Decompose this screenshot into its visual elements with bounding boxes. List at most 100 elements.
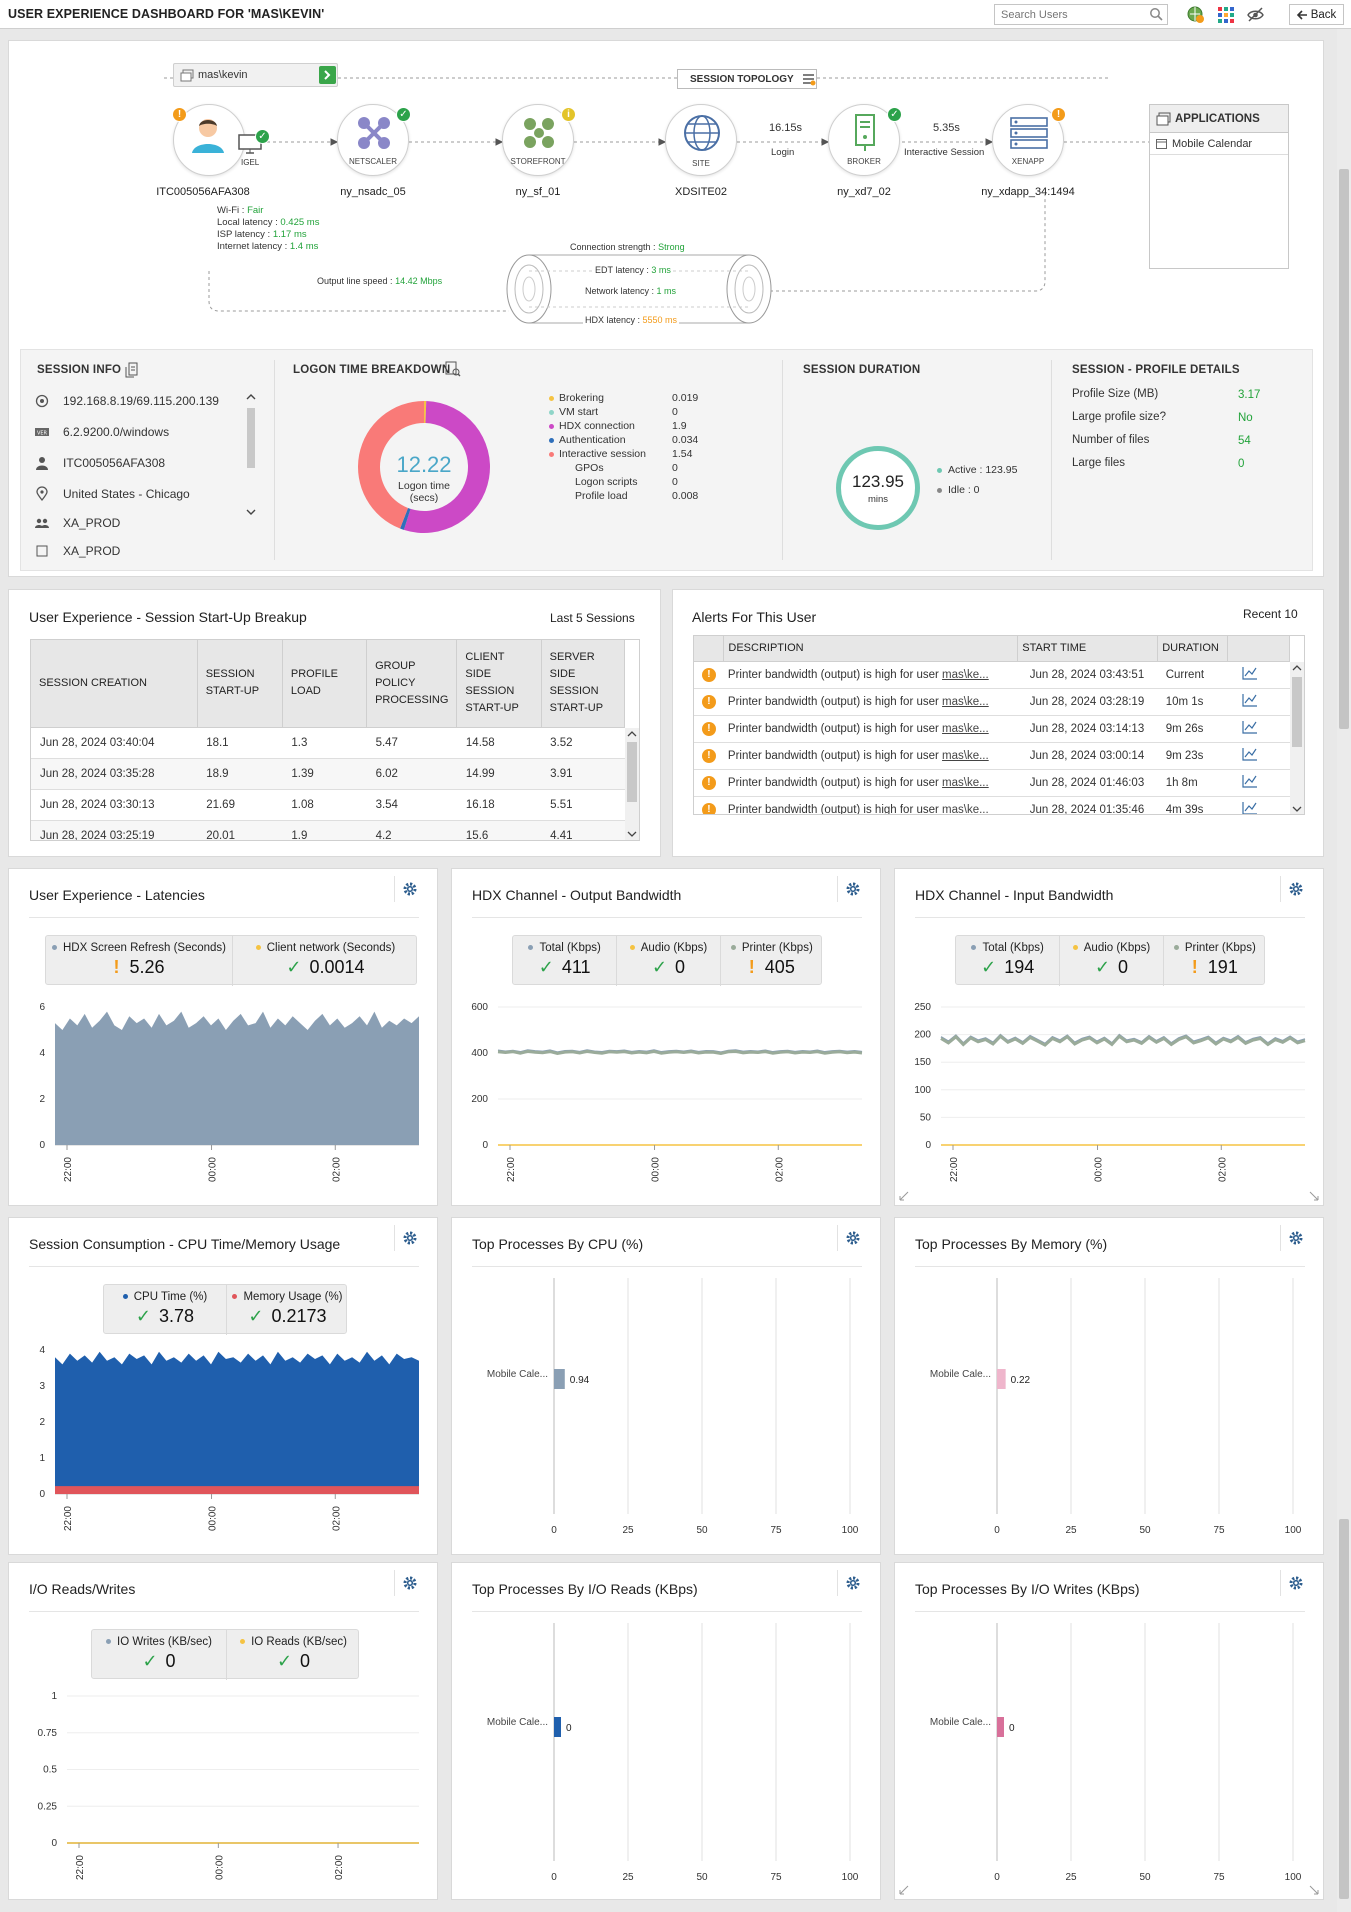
bar[interactable]: [554, 1369, 565, 1389]
kpi-cell[interactable]: Total (Kbps) ✓ 411: [513, 936, 616, 986]
kpi-cell[interactable]: Printer (Kbps)! 191: [1162, 936, 1266, 986]
session-info-details-icon[interactable]: [124, 362, 140, 378]
resize-corner-icon[interactable]: [899, 1885, 909, 1895]
node-broker[interactable]: BROKER ✓: [828, 104, 902, 176]
alert-row[interactable]: ! Printer bandwidth (output) is high for …: [694, 742, 1290, 770]
alert-row[interactable]: ! Printer bandwidth (output) is high for …: [694, 769, 1290, 797]
panel-settings-button[interactable]: [394, 876, 424, 902]
node-site[interactable]: SITE: [665, 104, 737, 176]
node-xenapp[interactable]: XENAPP !: [992, 104, 1066, 176]
startup-column-header[interactable]: SESSION CREATION: [31, 640, 198, 728]
startup-table-row[interactable]: Jun 28, 2024 03:35:28 18.9 1.39 6.02 14.99 3.…: [31, 758, 625, 790]
panel-settings-button[interactable]: [394, 1225, 424, 1251]
startup-table-row[interactable]: Jun 28, 2024 03:30:13 21.69 1.08 3.54 16.18 5…: [31, 789, 625, 821]
alert-graph-icon[interactable]: [1242, 801, 1258, 815]
resize-corner-icon[interactable]: [1309, 1885, 1319, 1895]
alert-graph-icon[interactable]: [1242, 720, 1258, 734]
kpi-cell[interactable]: CPU Time (%) ✓ 3.78: [104, 1285, 226, 1335]
hide-icon[interactable]: [1246, 5, 1265, 24]
alert-graph-cell[interactable]: [1227, 796, 1290, 815]
alert-row[interactable]: ! Printer bandwidth (output) is high for …: [694, 796, 1290, 815]
bar[interactable]: [997, 1369, 1006, 1389]
alert-user-link[interactable]: mas\ke...: [942, 668, 989, 681]
search-icon[interactable]: [1149, 7, 1163, 24]
panel-settings-button[interactable]: [1280, 876, 1310, 902]
kpi-cell[interactable]: Client network (Seconds) ✓ 0.0014: [232, 936, 418, 986]
panel-settings-button[interactable]: [837, 1570, 867, 1596]
alerts-scrollbar[interactable]: [1290, 662, 1304, 814]
gear-icon[interactable]: [402, 881, 418, 897]
startup-column-header[interactable]: GROUP POLICY PROCESSING: [366, 640, 458, 728]
gear-icon[interactable]: [1288, 1230, 1304, 1246]
alert-graph-icon[interactable]: [1242, 774, 1258, 788]
bar[interactable]: [554, 1717, 561, 1737]
node-client[interactable]: !: [172, 104, 245, 176]
alert-user-link[interactable]: mas\ke...: [942, 695, 989, 708]
kpi-cell[interactable]: IO Writes (KB/sec) ✓ 0: [92, 1630, 226, 1680]
startup-table-row[interactable]: Jun 28, 2024 03:25:19 20.01 1.9 4.2 15.6 4.41: [31, 820, 625, 840]
kpi-cell[interactable]: Audio (Kbps) ✓ 0: [616, 936, 719, 986]
gear-icon[interactable]: [845, 1575, 861, 1591]
alert-graph-cell[interactable]: [1227, 715, 1290, 743]
topology-settings-icon[interactable]: [802, 72, 816, 89]
page-scrollbar-thumb-lower[interactable]: [1339, 1519, 1349, 1899]
page-scrollbar[interactable]: [1337, 29, 1351, 1912]
alerts-column-header[interactable]: DURATION: [1157, 636, 1229, 662]
resize-corner-icon[interactable]: [899, 1191, 909, 1201]
alert-row[interactable]: ! Printer bandwidth (output) is high for …: [694, 715, 1290, 743]
user-chip[interactable]: mas\kevin: [173, 63, 338, 87]
alert-user-link[interactable]: mas\ke...: [942, 722, 989, 735]
gear-icon[interactable]: [402, 1230, 418, 1246]
alert-row[interactable]: ! Printer bandwidth (output) is high for …: [694, 688, 1290, 716]
alert-graph-icon[interactable]: [1242, 666, 1258, 680]
panel-settings-button[interactable]: [1280, 1225, 1310, 1251]
startup-column-header[interactable]: PROFILE LOAD: [282, 640, 368, 728]
gear-icon[interactable]: [402, 1575, 418, 1591]
kpi-cell[interactable]: Printer (Kbps)! 405: [719, 936, 823, 986]
kpi-cell[interactable]: HDX Screen Refresh (Seconds)! 5.26: [46, 936, 232, 986]
panel-settings-button[interactable]: [1280, 1570, 1310, 1596]
search-box[interactable]: [994, 4, 1168, 25]
bar[interactable]: [997, 1717, 1004, 1737]
alerts-column-header[interactable]: START TIME: [1017, 636, 1159, 662]
startup-table-scrollbar[interactable]: [625, 728, 639, 840]
panel-settings-button[interactable]: [837, 876, 867, 902]
gear-icon[interactable]: [845, 1230, 861, 1246]
kpi-cell[interactable]: Memory Usage (%) ✓ 0.2173: [226, 1285, 348, 1335]
alert-user-link[interactable]: mas\ke...: [942, 803, 989, 815]
session-info-scrollbar[interactable]: [245, 392, 257, 517]
startup-column-header[interactable]: SERVER SIDE SESSION START-UP: [541, 640, 626, 728]
alert-graph-cell[interactable]: [1227, 769, 1290, 797]
back-button[interactable]: Back: [1289, 4, 1344, 25]
kpi-cell[interactable]: IO Reads (KB/sec) ✓ 0: [226, 1630, 360, 1680]
alerts-column-header[interactable]: DESCRIPTION: [723, 636, 1019, 662]
node-storefront[interactable]: STOREFRONT i: [502, 104, 576, 176]
panel-settings-button[interactable]: [837, 1225, 867, 1251]
kpi-cell[interactable]: Total (Kbps) ✓ 194: [956, 936, 1059, 986]
globe-refresh-icon[interactable]: [1186, 5, 1205, 24]
alert-graph-icon[interactable]: [1242, 693, 1258, 707]
startup-table-row[interactable]: Jun 28, 2024 03:40:04 18.1 1.3 5.47 14.58 3.5…: [31, 727, 625, 759]
page-scrollbar-thumb[interactable]: [1339, 169, 1349, 729]
alert-user-link[interactable]: mas\ke...: [942, 776, 989, 789]
alert-graph-cell[interactable]: [1227, 661, 1290, 689]
search-input[interactable]: [995, 5, 1135, 24]
gear-icon[interactable]: [845, 881, 861, 897]
resize-corner-icon[interactable]: [1309, 1191, 1319, 1201]
logon-details-icon[interactable]: [445, 361, 461, 377]
alert-graph-cell[interactable]: [1227, 688, 1290, 716]
gear-icon[interactable]: [1288, 881, 1304, 897]
alert-user-link[interactable]: mas\ke...: [942, 749, 989, 762]
startup-column-header[interactable]: SESSION START-UP: [197, 640, 283, 728]
node-netscaler[interactable]: NETSCALER ✓: [337, 104, 411, 176]
alert-graph-icon[interactable]: [1242, 747, 1258, 761]
dashboard-grid-icon[interactable]: [1216, 5, 1235, 24]
application-item[interactable]: Mobile Calendar: [1150, 133, 1288, 155]
alert-row[interactable]: ! Printer bandwidth (output) is high for …: [694, 661, 1290, 689]
startup-column-header[interactable]: CLIENT SIDE SESSION START-UP: [456, 640, 542, 728]
logout-session-icon[interactable]: [319, 66, 336, 84]
gear-icon[interactable]: [1288, 1575, 1304, 1591]
panel-settings-button[interactable]: [394, 1570, 424, 1596]
kpi-cell[interactable]: Audio (Kbps) ✓ 0: [1059, 936, 1162, 986]
alert-graph-cell[interactable]: [1227, 742, 1290, 770]
